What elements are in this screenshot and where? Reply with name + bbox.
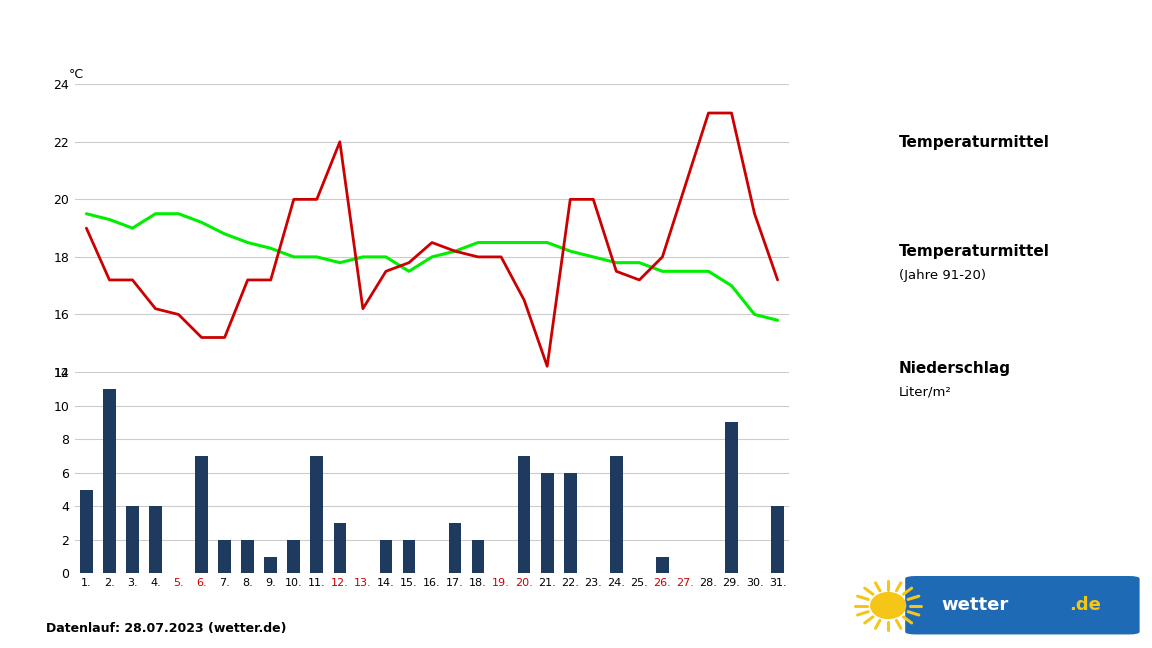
Bar: [265, 557, 278, 573]
Bar: [310, 456, 323, 573]
Bar: [448, 523, 461, 573]
Bar: [403, 540, 416, 573]
Bar: [541, 473, 554, 573]
Text: .de: .de: [1069, 596, 1101, 614]
Bar: [564, 473, 577, 573]
Bar: [334, 523, 347, 573]
Bar: [611, 456, 622, 573]
Bar: [127, 506, 138, 573]
Bar: [103, 389, 115, 573]
Bar: [472, 540, 485, 573]
Bar: [518, 456, 531, 573]
Bar: [79, 489, 92, 573]
Text: Vorhersage: +0.1°: Vorhersage: +0.1°: [841, 432, 998, 446]
Bar: [150, 506, 161, 573]
Bar: [196, 456, 207, 573]
Text: Vorhersage: +14.2 mm: Vorhersage: +14.2 mm: [841, 483, 1038, 498]
Bar: [288, 540, 301, 573]
Text: Temperaturmittel: Temperaturmittel: [899, 135, 1049, 150]
Text: Niederschlag: Niederschlag: [899, 360, 1010, 376]
FancyBboxPatch shape: [905, 576, 1139, 634]
Bar: [218, 540, 230, 573]
Bar: [379, 540, 392, 573]
Text: (Jahre 91-20): (Jahre 91-20): [899, 269, 986, 282]
Text: °C: °C: [69, 68, 84, 81]
Circle shape: [871, 593, 905, 618]
Bar: [657, 557, 668, 573]
Bar: [726, 422, 738, 573]
Text: Liter/m²: Liter/m²: [899, 386, 952, 399]
Text: Deutschland - August: Deutschland - August: [38, 27, 325, 52]
Text: Temperaturmittel: Temperaturmittel: [899, 244, 1049, 259]
Text: wetter: wetter: [941, 596, 1009, 614]
Text: Datenlauf: 28.07.2023 (wetter.de): Datenlauf: 28.07.2023 (wetter.de): [46, 622, 287, 635]
Bar: [772, 506, 785, 573]
Bar: [242, 540, 253, 573]
